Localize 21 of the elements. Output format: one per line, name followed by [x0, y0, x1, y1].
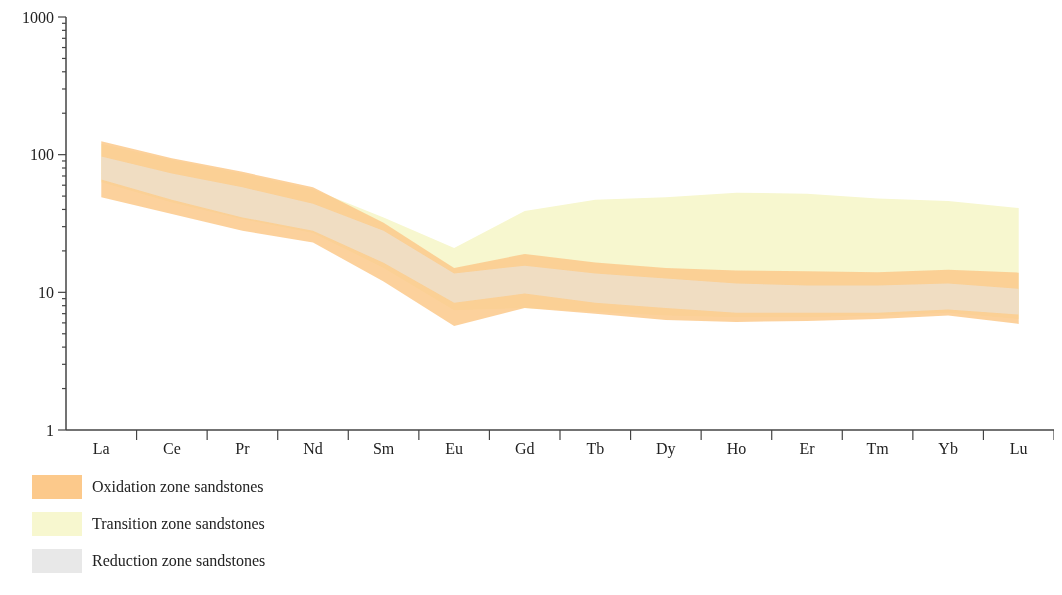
x-tick-label: Tm: [866, 440, 890, 457]
x-tick-label: Lu: [1009, 440, 1028, 457]
x-tick-label: Er: [799, 440, 816, 457]
y-tick-label: 1: [46, 421, 54, 439]
x-tick-label: Eu: [445, 440, 464, 457]
x-tick-label: Nd: [303, 440, 323, 457]
legend-label: Reduction zone sandstones: [92, 551, 266, 570]
x-tick-label: La: [92, 440, 110, 457]
y-tick-label: 10: [38, 283, 54, 301]
legend-label: Transition zone sandstones: [92, 514, 265, 533]
x-tick-label: Gd: [514, 440, 535, 457]
x-tick-label: Dy: [656, 440, 676, 458]
x-tick-label: Ho: [726, 440, 747, 457]
x-tick-label: Pr: [235, 440, 251, 457]
y-tick-label: 100: [30, 146, 54, 164]
x-tick-label: Sm: [372, 440, 395, 457]
y-tick-label: 1000: [22, 8, 54, 26]
x-tick-label: Tb: [586, 440, 605, 457]
legend-label: Oxidation zone sandstones: [92, 477, 264, 496]
x-tick-label: Ce: [162, 440, 181, 457]
x-tick-label: Yb: [938, 440, 958, 457]
